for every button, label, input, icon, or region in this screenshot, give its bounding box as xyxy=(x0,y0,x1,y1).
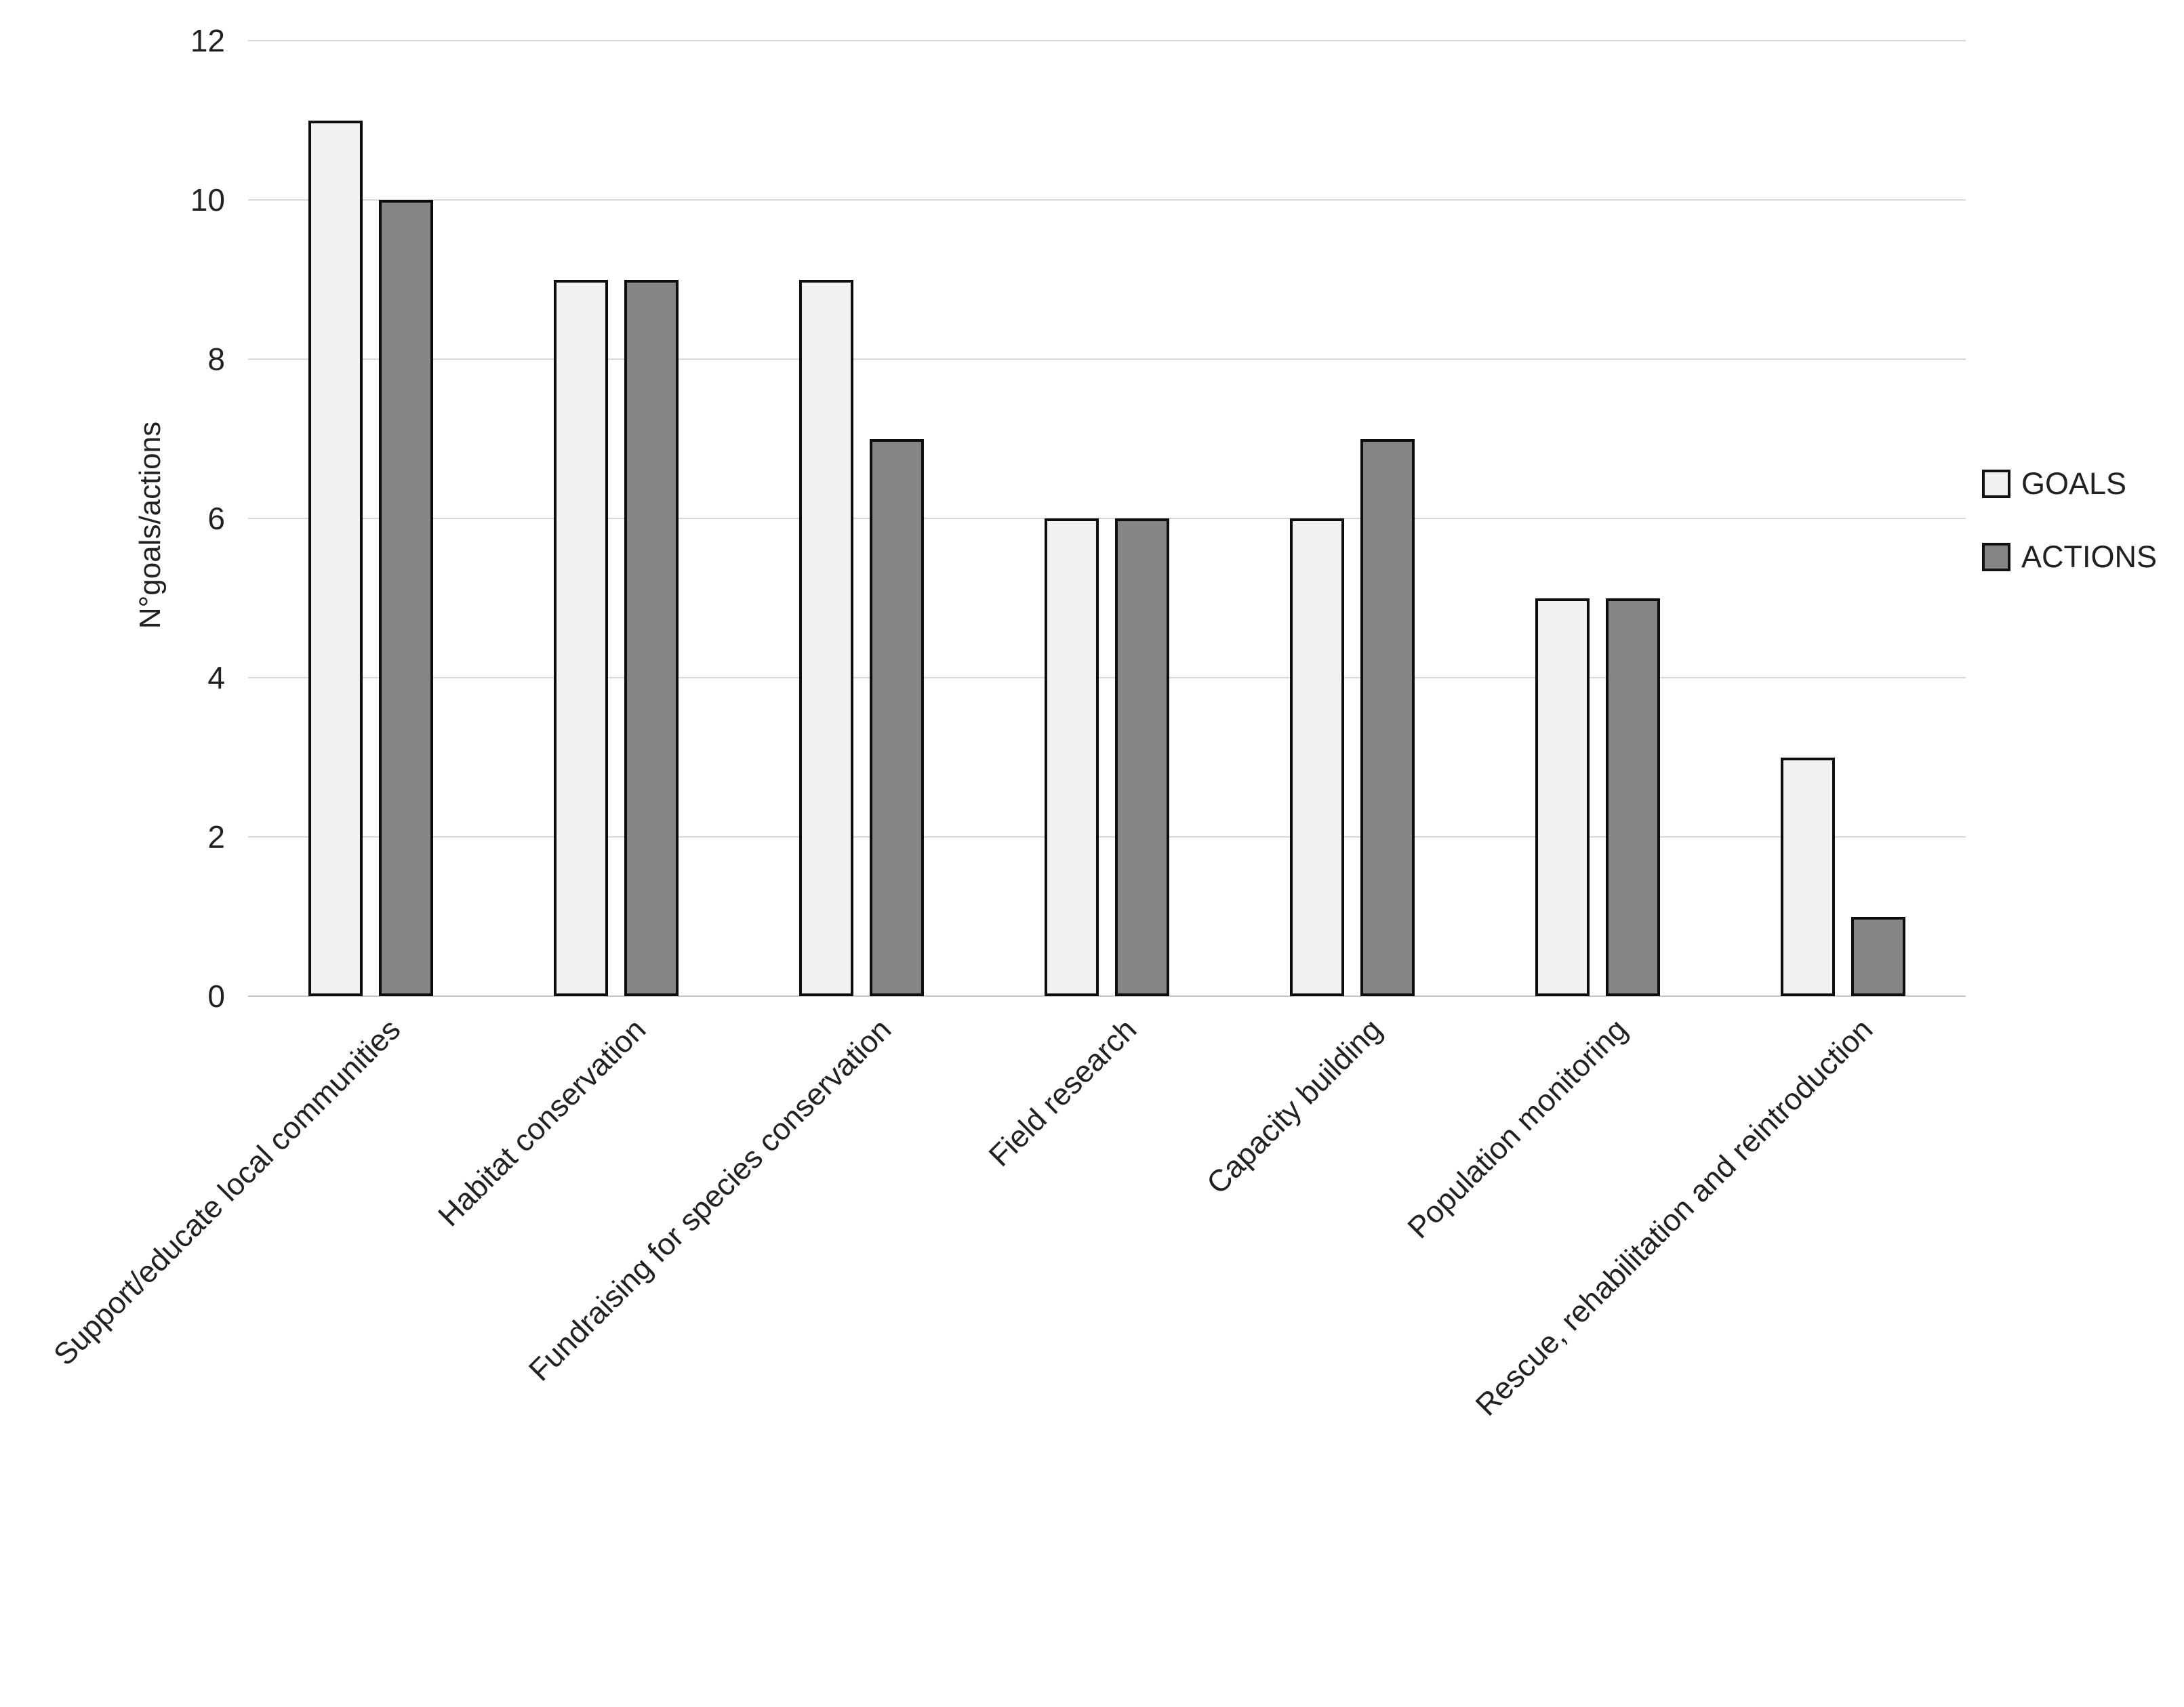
legend-label: ACTIONS xyxy=(2021,539,2158,574)
bar-goals-5 xyxy=(1290,518,1344,996)
y-tick-label: 6 xyxy=(207,501,225,536)
bar-goals-3 xyxy=(799,279,853,996)
bar-goals-2 xyxy=(554,279,608,996)
y-tick-label: 12 xyxy=(190,23,225,58)
y-tick-label: 4 xyxy=(207,660,225,695)
bar-actions-5 xyxy=(1360,438,1415,996)
y-tick-label: 2 xyxy=(207,819,225,855)
bar-goals-6 xyxy=(1535,598,1590,996)
plot-area xyxy=(248,40,1966,997)
gridline xyxy=(248,677,1966,678)
legend-swatch-goals xyxy=(1982,470,2010,498)
bar-actions-3 xyxy=(870,438,924,996)
gridline xyxy=(248,836,1966,838)
legend-label: GOALS xyxy=(2021,466,2127,501)
bar-goals-4 xyxy=(1045,518,1099,996)
gridline xyxy=(248,358,1966,360)
gridline xyxy=(248,518,1966,519)
y-tick-label: 10 xyxy=(190,182,225,218)
bar-chart: N°goals/actions GOALS ACTIONS 0 2 4 6 8 10 12 Su… xyxy=(47,23,2157,1422)
x-axis-line xyxy=(248,995,1966,997)
gridline xyxy=(248,40,1966,41)
legend: GOALS ACTIONS xyxy=(1982,466,2157,575)
bar-goals-1 xyxy=(308,120,363,996)
legend-item-actions: ACTIONS xyxy=(1982,539,2157,575)
bar-actions-2 xyxy=(624,279,679,996)
bar-actions-1 xyxy=(379,200,433,996)
gridline xyxy=(248,199,1966,201)
y-tick-label: 8 xyxy=(207,342,225,377)
bar-actions-7 xyxy=(1851,916,1905,996)
y-tick-label: 0 xyxy=(207,979,225,1014)
bar-goals-7 xyxy=(1781,757,1835,996)
bar-actions-4 xyxy=(1115,518,1169,996)
legend-item-goals: GOALS xyxy=(1982,466,2157,501)
bar-actions-6 xyxy=(1606,598,1660,996)
legend-swatch-actions xyxy=(1982,543,2010,571)
